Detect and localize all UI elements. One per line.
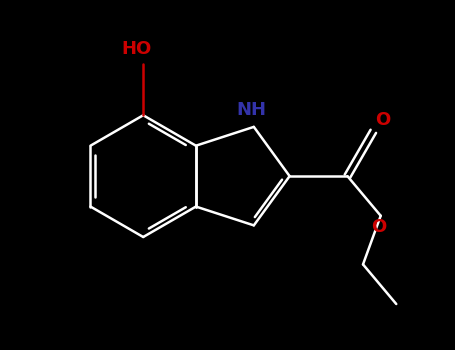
Text: NH: NH (237, 101, 267, 119)
Text: HO: HO (121, 40, 152, 58)
Text: O: O (371, 218, 386, 236)
Text: O: O (375, 111, 391, 129)
